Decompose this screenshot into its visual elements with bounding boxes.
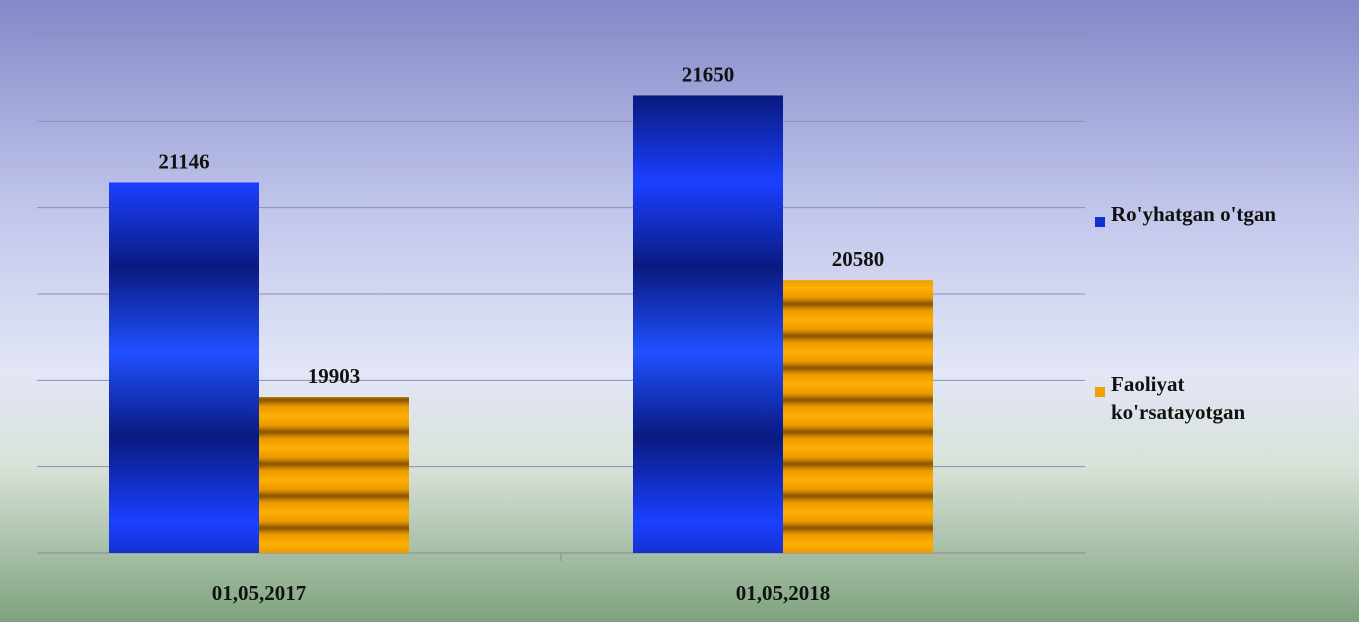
legend-swatch — [1095, 217, 1105, 227]
legend-swatch — [1095, 387, 1105, 397]
data-label: 19903 — [308, 364, 361, 388]
legend-item: Ro'yhatgan o'tgan — [1095, 202, 1335, 236]
data-label: 21146 — [158, 149, 209, 173]
x-tick-label: 01,05,2017 — [212, 581, 307, 605]
bar — [783, 280, 933, 553]
legend-label: Faoliyat ko'rsatayotgan — [1111, 372, 1246, 424]
data-label: 21650 — [682, 62, 735, 86]
data-label: 20580 — [832, 247, 885, 271]
bar — [109, 182, 259, 553]
bar — [259, 397, 409, 553]
x-tick-label: 01,05,2018 — [736, 581, 831, 605]
legend-item: Faoliyat ko'rsatayotgan — [1095, 372, 1335, 426]
bar — [633, 95, 783, 553]
legend-label: Ro'yhatgan o'tgan — [1111, 202, 1277, 226]
plot: 01,05,2017 21146 19903 01,05,2018 21650 20580 — [37, 34, 1085, 605]
